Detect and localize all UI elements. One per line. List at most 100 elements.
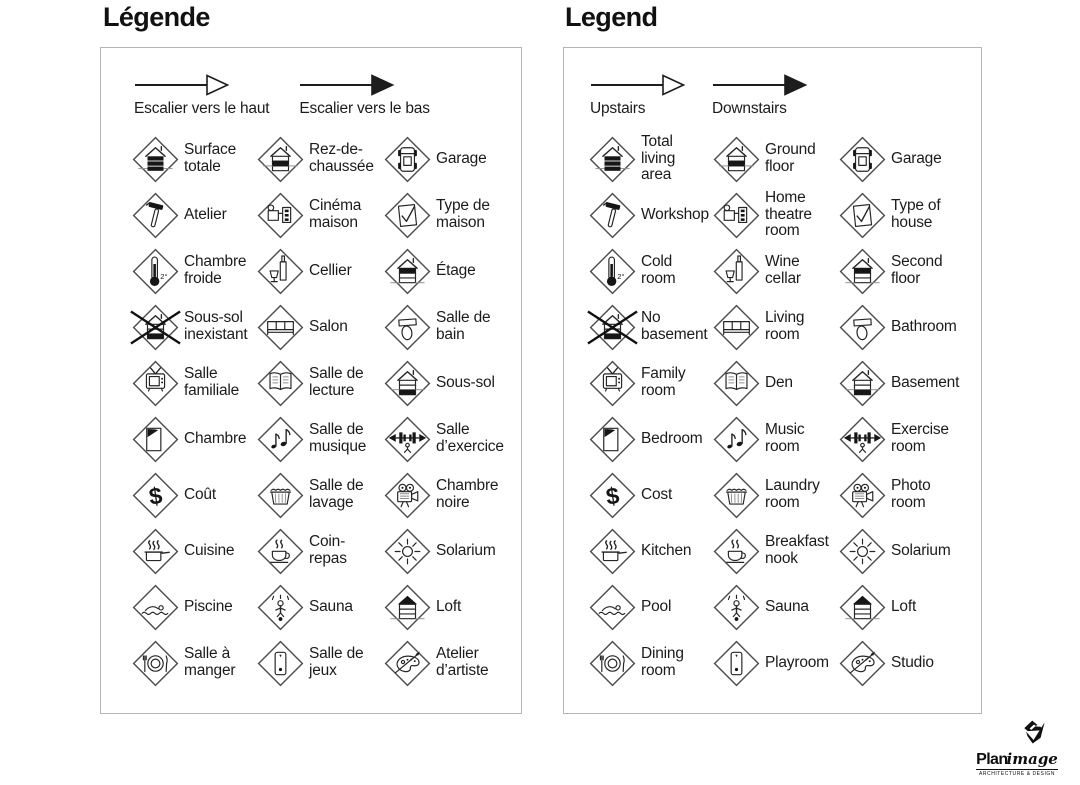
- legend-item: Breakfast nook: [713, 523, 839, 579]
- cold-room-icon: 2°: [589, 248, 636, 295]
- home-theatre-icon: [257, 192, 304, 239]
- family-room-icon: [132, 360, 179, 407]
- legend-item: Sauna: [713, 579, 839, 635]
- dining-room-icon: [132, 640, 179, 687]
- family-room-icon: [589, 360, 636, 407]
- type-of-house-icon: [839, 192, 886, 239]
- planimage-wordmark: Planimage: [976, 752, 1058, 770]
- bathroom-icon: [384, 304, 431, 351]
- cost-icon: $: [132, 472, 179, 519]
- legend-item: Playroom: [713, 635, 839, 691]
- legend-item-label: Coin- repas: [309, 533, 347, 567]
- stairs-down-arrow-icon: [299, 74, 429, 96]
- brand-plan-text: Plan: [976, 751, 1008, 768]
- legend-item: No basement: [587, 299, 713, 355]
- legend-item: Pool: [589, 579, 713, 635]
- legend-item: Type of house: [839, 187, 979, 243]
- legend-item: $ Coût: [132, 467, 257, 523]
- laundry-room-icon: [257, 472, 304, 519]
- second-floor-icon: [839, 248, 886, 295]
- legend-item: Salon: [257, 299, 384, 355]
- legend-item-label: Studio: [891, 653, 934, 671]
- legend-item: $ Cost: [589, 467, 713, 523]
- legend-item-label: Atelier d’artiste: [436, 645, 489, 679]
- legend-item: Étage: [384, 243, 520, 299]
- legend-item-label: Cellier: [309, 261, 352, 279]
- legend-item-label: Sous-sol: [436, 373, 495, 391]
- legend-item-label: Atelier: [184, 205, 227, 223]
- wine-cellar-icon: [257, 248, 304, 295]
- legend-item: Photo room: [839, 467, 979, 523]
- svg-text:2°: 2°: [617, 271, 624, 280]
- wine-cellar-icon: [713, 248, 760, 295]
- arrow-label: Escalier vers le haut: [134, 100, 270, 117]
- breakfast-nook-icon: [257, 528, 304, 575]
- legend-item-label: Garage: [891, 149, 942, 167]
- second-floor-icon: [384, 248, 431, 295]
- legend-item: Home theatre room: [713, 187, 839, 243]
- music-room-icon: [257, 416, 304, 463]
- legend-item: Chambre: [132, 411, 257, 467]
- kitchen-icon: [132, 528, 179, 575]
- garage-icon: [839, 136, 886, 183]
- laundry-room-icon: [713, 472, 760, 519]
- playroom-icon: [713, 640, 760, 687]
- workshop-icon: [132, 192, 179, 239]
- legend-item: Piscine: [132, 579, 257, 635]
- legend-item-label: Salle de jeux: [309, 645, 364, 679]
- stairs-direction-item: Escalier vers le haut: [134, 74, 270, 118]
- legend-item-label: Den: [765, 373, 793, 391]
- brand-image-text: image: [1006, 750, 1058, 768]
- legend-item: Type de maison: [384, 187, 520, 243]
- bedroom-icon: [589, 416, 636, 463]
- living-room-icon: [257, 304, 304, 351]
- solarium-icon: [384, 528, 431, 575]
- den-icon: [257, 360, 304, 407]
- legend-item-label: Coût: [184, 485, 216, 503]
- legend-item: Bathroom: [839, 299, 979, 355]
- svg-text:2°: 2°: [160, 271, 167, 280]
- planimage-logo: Planimage ARCHITECTURE & DESIGN: [969, 719, 1065, 777]
- legend-item-label: Cost: [641, 485, 673, 503]
- legend-item: Loft: [839, 579, 979, 635]
- legend-item-label: Salle de lavage: [309, 477, 364, 511]
- legend-item: 2° Chambre froide: [132, 243, 257, 299]
- stairs-direction-item: Escalier vers le bas: [299, 74, 430, 118]
- ground-floor-icon: [713, 136, 760, 183]
- loft-icon: [384, 584, 431, 631]
- legend-item-label: Dining room: [641, 645, 684, 679]
- legend-item-label: Salle de lecture: [309, 365, 364, 399]
- legend-item: Sauna: [257, 579, 384, 635]
- legend-item-label: Loft: [436, 597, 462, 615]
- legend-item-label: Étage: [436, 261, 476, 279]
- legend-item-label: Ground floor: [765, 141, 816, 175]
- legend-item-label: Kitchen: [641, 541, 692, 559]
- legend-item-label: Salle de bain: [436, 309, 491, 343]
- legend-item-label: Music room: [765, 421, 805, 455]
- arrows-row: Escalier vers le haut Escalier vers le ba…: [134, 74, 521, 118]
- basement-icon: [839, 360, 886, 407]
- legend-item: Den: [713, 355, 839, 411]
- legend-item: Kitchen: [589, 523, 713, 579]
- loft-icon: [839, 584, 886, 631]
- legend-item-label: Home theatre room: [765, 189, 812, 240]
- stairs-direction-item: Upstairs: [590, 74, 686, 118]
- legend-title-english: Legend: [565, 2, 658, 32]
- kitchen-icon: [589, 528, 636, 575]
- music-room-icon: [713, 416, 760, 463]
- home-theatre-icon: [713, 192, 760, 239]
- legend-item-label: Chambre: [184, 429, 247, 447]
- breakfast-nook-icon: [713, 528, 760, 575]
- legend-item-label: Solarium: [436, 541, 496, 559]
- legend-item: Garage: [839, 131, 979, 187]
- legend-item: Studio: [839, 635, 979, 691]
- exercise-room-icon: [384, 416, 431, 463]
- legend-item: Cinéma maison: [257, 187, 384, 243]
- legend-grid: Total living area Ground floor Garage Works…: [587, 131, 981, 691]
- legend-item: Salle familiale: [132, 355, 257, 411]
- legend-item: Salle de bain: [384, 299, 520, 355]
- legend-item: Salle de jeux: [257, 635, 384, 691]
- dining-room-icon: [589, 640, 636, 687]
- legend-item: Salle d’exercice: [384, 411, 520, 467]
- legend-item: Salle de lavage: [257, 467, 384, 523]
